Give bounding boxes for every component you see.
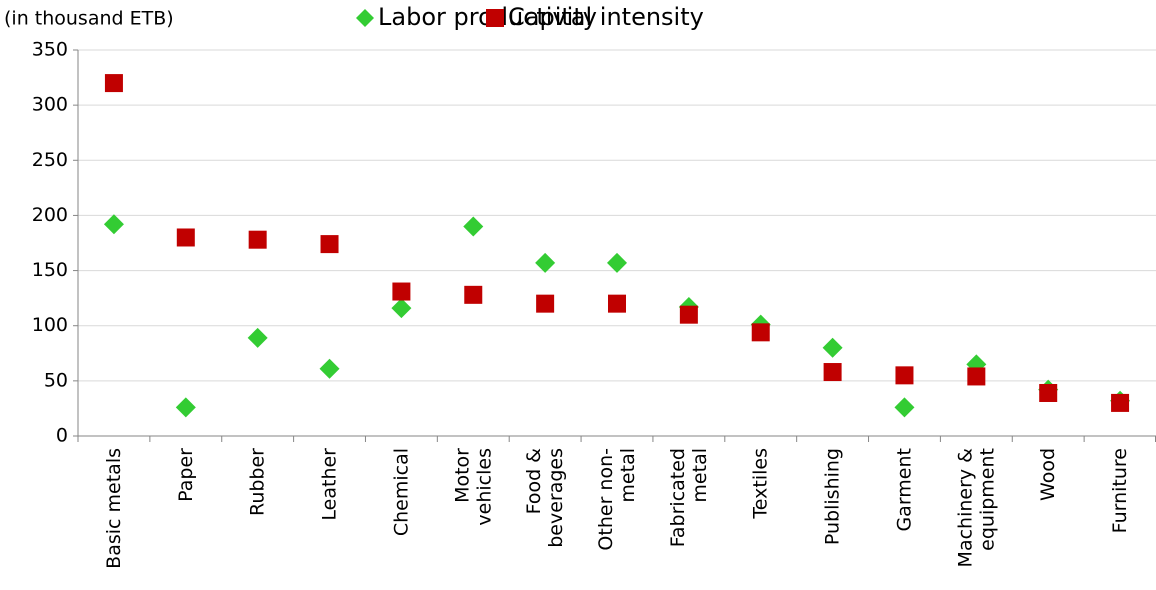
x-tick-label: Rubber [246,448,268,516]
x-tick-label-group: Publishing [821,448,843,545]
data-point [679,305,698,324]
data-point [463,216,484,237]
x-tick-label-line: Machinery & [954,448,976,568]
y-tick-label: 100 [32,314,68,336]
data-point [894,397,915,418]
y-tick-label: 200 [32,204,68,226]
x-tick-label: Textiles [749,448,771,520]
x-tick-label-line: Fabricated [666,448,688,547]
y-tick-label: 350 [32,39,68,61]
x-tick-label-group: Textiles [749,448,771,520]
data-point [751,323,770,342]
x-tick-label: Paper [174,448,196,502]
x-tick-label-line: Motor [451,448,473,503]
x-tick-label-group: Chemical [390,448,412,536]
x-tick-label-group: Wood [1037,448,1059,501]
x-tick-label-group: Fabricatedmetal [666,448,710,547]
x-tick-label-line: Garment [893,448,915,532]
x-tick-label: Basic metals [102,448,124,569]
x-tick-label-line: Textiles [749,448,771,520]
y-tick-label: 50 [44,369,68,391]
y-axis-label: (in thousand ETB) [4,8,174,30]
x-tick-label-line: Paper [174,448,196,502]
data-point [895,366,914,385]
x-tick-label-group: Paper [174,448,196,502]
data-point [536,294,555,313]
x-tick-label: Publishing [821,448,843,545]
data-point [607,252,627,273]
x-tick-label: Garment [893,448,915,532]
data-point [823,363,842,382]
x-tick-label-line: Food & [523,448,545,515]
x-tick-label-group: Machinery &equipment [954,448,998,568]
x-tick-label-line: Rubber [246,448,268,516]
legend-marker [486,9,504,27]
data-point [103,214,124,235]
x-tick-label-group: Food &beverages [523,448,567,548]
data-point [248,230,267,249]
x-tick-label: Chemical [390,448,412,536]
x-tick-label: Motorvehicles [451,448,495,526]
x-tick-label-line: equipment [976,448,998,551]
x-tick-label-line: metal [688,448,710,503]
x-tick-label-group: Other non-metal [595,448,639,551]
x-tick-label-group: Rubber [246,448,268,516]
x-tick-label: Other non-metal [595,448,639,551]
data-point [535,252,556,273]
data-point [391,298,412,319]
x-tick-label: Food &beverages [523,448,567,548]
data-point [967,367,986,386]
data-point [175,397,196,418]
data-point [319,358,340,379]
x-tick-label-group: Motorvehicles [451,448,495,526]
y-tick-label: 250 [32,149,68,171]
data-point [392,282,411,301]
x-tick-label-line: metal [617,448,639,503]
x-tick-label: Machinery &equipment [954,448,998,568]
data-point [176,228,195,247]
legend-marker [356,9,374,27]
data-point [1111,393,1130,412]
x-tick-label-line: Basic metals [102,448,124,569]
data-point [822,337,843,358]
x-tick-label-line: vehicles [473,448,495,526]
y-tick-label: 150 [32,259,68,281]
x-tick-label-group: Furniture [1109,448,1131,533]
data-point [320,235,339,254]
data-point [104,74,123,93]
x-tick-label-line: Other non- [595,448,617,551]
x-tick-label: Leather [318,448,340,521]
y-tick-label: 0 [56,425,68,447]
x-tick-label: Fabricatedmetal [666,448,710,547]
data-point [1039,383,1058,402]
data-point [608,294,626,313]
data-point [247,327,268,348]
legend-label: Capital intensity [508,3,704,31]
x-tick-label-group: Basic metals [102,448,124,569]
x-tick-label-line: Publishing [821,448,843,545]
x-tick-label-group: Garment [893,448,915,532]
data-point [464,285,483,304]
y-tick-label: 300 [32,94,68,116]
x-tick-label-line: Wood [1037,448,1059,501]
x-tick-label-line: Leather [318,448,340,521]
x-tick-label-line: Furniture [1109,448,1131,533]
x-tick-label-line: Chemical [390,448,412,536]
x-tick-label-group: Leather [318,448,340,521]
x-tick-label: Furniture [1109,448,1131,533]
x-tick-label: Wood [1037,448,1059,501]
x-tick-label-line: beverages [545,448,567,548]
